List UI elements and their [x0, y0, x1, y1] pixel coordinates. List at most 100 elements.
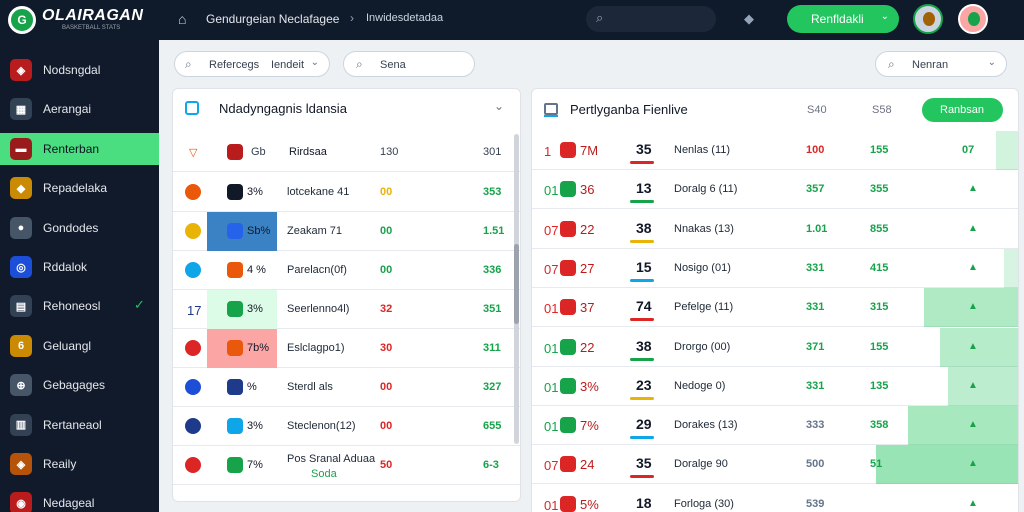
table-row[interactable]: 07 22 38 Nnakas (13) 1.01 855 ▲ [532, 210, 1018, 249]
table-row[interactable]: 01 7% 29 Dorakes (13) 333 358 ▲ [532, 406, 1018, 446]
heat-cell [924, 288, 1018, 328]
breadcrumb-secondary[interactable]: Inwidesdetadaa [366, 12, 444, 24]
table-row[interactable]: 01 36 13 Doralg 6 (11) 357 355 ▲ [532, 170, 1018, 210]
logo-icon[interactable]: G [8, 6, 36, 34]
header-col-4[interactable]: 301 [483, 146, 502, 158]
heat-cell [996, 131, 1018, 170]
row-player-name[interactable]: Forloga (30) [674, 497, 734, 510]
right-panel-title: Pertlyganba Fienlive [570, 102, 688, 117]
table-row[interactable]: 7b% Eslclagpo1) 30 311 [173, 329, 520, 368]
row-player-name[interactable]: Pefelge (11) [674, 301, 734, 314]
row-rank: 01 [544, 497, 559, 512]
header-col-1[interactable]: Gb [251, 146, 266, 158]
row-name[interactable]: Steclenon(12) [287, 420, 356, 432]
sidebar-item[interactable]: ◈ Nodsngdal [0, 54, 159, 86]
table-row[interactable]: % Sterdl als 00 327 [173, 368, 520, 407]
sidebar-item[interactable]: ◎ Rddalok [0, 251, 159, 283]
notification-icon[interactable]: ◆ [744, 11, 754, 26]
table-row[interactable]: 07 27 15 Nosigo (01) 331 415 ▲ [532, 248, 1018, 288]
sidebar-item[interactable]: ⊕ Gebagages [0, 369, 159, 401]
primary-action-button[interactable]: Renfldakli ⌄ [787, 5, 899, 33]
header-col-3[interactable]: 130 [380, 146, 399, 158]
table-row[interactable]: 17 3% Seerlenno4l) 32 351 [173, 290, 520, 329]
row-name[interactable]: Sterdl als [287, 381, 333, 393]
table-row[interactable]: 7% Pos Sranal Aduaa Soda 50 6-3 [173, 446, 520, 485]
team-icon [227, 144, 243, 160]
table-row[interactable]: 07 24 35 Doralge 90 500 51 ▲ [532, 445, 1018, 485]
table-row[interactable]: 3% lotcekane 41 00 353 [173, 173, 520, 212]
row-rank: 01 [544, 340, 559, 356]
sidebar-item[interactable]: ▥ Rertaneaol [0, 409, 159, 441]
breadcrumb-primary[interactable]: Gendurgeian Neclafagee [206, 12, 340, 26]
sidebar-item[interactable]: ◉ Nedageal [0, 487, 159, 512]
top-search-input[interactable]: ⌕ [586, 6, 716, 32]
table-row[interactable]: 4 % Parelacn(0f) 00 336 [173, 251, 520, 290]
row-value-2: 358 [870, 419, 889, 432]
filter-label: Refercegs [209, 59, 260, 71]
ranking-button[interactable]: Ranbsan [922, 98, 1003, 122]
player-badge-icon [227, 379, 243, 395]
right-search-text: Nenran [912, 59, 949, 71]
sidebar-item[interactable]: ◈ Reaily [0, 448, 159, 480]
sidebar-item[interactable]: ◆ Repadelaka [0, 172, 159, 204]
table-row[interactable]: 01 22 38 Drorgo (00) 371 155 ▲ [532, 327, 1018, 367]
shield-icon: ◈ [10, 59, 32, 81]
team-color-bar [630, 436, 654, 440]
team-color-bar [630, 357, 654, 361]
table-row[interactable]: 01 37 74 Pefelge (11) 331 315 ▲ [532, 288, 1018, 328]
row-player-name[interactable]: Nenlas (11) [674, 144, 731, 156]
ball-icon: ⊕ [10, 374, 32, 397]
user-avatar[interactable] [913, 4, 943, 34]
table-row[interactable]: 3% Steclenon(12) 00 655 [173, 407, 520, 446]
sidebar-item[interactable]: ● Gondodes [0, 212, 159, 244]
table-row[interactable]: 1 7M 35 Nenlas (11) 100 155 07 [532, 131, 1018, 170]
row-player-name[interactable]: Nedoge 0) [674, 379, 726, 392]
table-row[interactable]: 01 3% 23 Nedoge 0) 331 135 ▲ [532, 366, 1018, 406]
right-header-col-2[interactable]: S58 [872, 104, 892, 116]
chevron-down-icon[interactable]: ⌄ [493, 99, 504, 113]
arrow-up-icon: ▲ [968, 458, 978, 470]
row-name[interactable]: Parelacn(0f) [287, 264, 347, 276]
panel-icon [185, 101, 199, 115]
row-value-2: 353 [483, 186, 502, 198]
row-code: 7b% [247, 342, 270, 354]
right-search-input[interactable]: ⌕ Nenran ⌄ [875, 51, 1007, 77]
row-player-name[interactable]: Dorakes (13) [674, 419, 738, 432]
brand-subtitle: BASKETBALL STATS [62, 25, 121, 31]
team-avatar[interactable] [958, 4, 988, 34]
row-name[interactable]: lotcekane 41 [287, 186, 350, 198]
row-player-name[interactable]: Drorgo (00) [674, 340, 731, 353]
header-col-2[interactable]: Rirdsaa [289, 146, 327, 158]
sidebar-item[interactable]: ▤ Rehoneosl ✓ [0, 290, 159, 322]
row-tag: 5% [580, 496, 599, 512]
row-code: Sb% [247, 225, 271, 237]
right-header-col-1[interactable]: S40 [807, 104, 827, 116]
row-player-name[interactable]: Nnakas (13) [674, 222, 734, 235]
search-input[interactable]: ⌕ Sena [343, 51, 475, 77]
row-name[interactable]: Zeakam 71 [287, 225, 343, 237]
row-value-2: 655 [483, 420, 502, 432]
row-tag: 36 [580, 182, 595, 198]
sidebar-item-label: Gebagages [43, 378, 106, 393]
player-badge-icon [227, 340, 243, 356]
row-player-name[interactable]: Doralg 6 (11) [674, 183, 738, 196]
arrow-up-icon: ▲ [968, 261, 978, 273]
left-scrollbar[interactable] [514, 134, 519, 444]
team-crest-icon [560, 417, 576, 434]
row-name[interactable]: Seerlenno4l) [287, 303, 350, 315]
table-row[interactable]: Sb% Zeakam 71 00 1.51 [173, 212, 520, 251]
row-name[interactable]: Pos Sranal Aduaa [287, 453, 376, 465]
filter-select[interactable]: ⌕ Refercegs Iendeit ⌄ [174, 51, 330, 77]
sidebar-item[interactable]: ▬ Renterban [0, 132, 159, 165]
sidebar-item[interactable]: ▦ Aerangai [0, 93, 159, 125]
home-icon[interactable]: ⌂ [178, 11, 187, 27]
team-color-bar [630, 318, 654, 322]
row-player-name[interactable]: Doralge 90 [674, 458, 728, 471]
sidebar-item-label: Nodsngdal [43, 63, 101, 77]
row-player-name[interactable]: Nosigo (01) [674, 261, 731, 274]
row-name[interactable]: Eslclagpo1) [287, 342, 345, 354]
sidebar-item[interactable]: 6 Geluangl [0, 330, 159, 362]
scroll-thumb[interactable] [514, 244, 519, 324]
table-row[interactable]: 01 5% 18 Forloga (30) 539 ▲ [532, 485, 1018, 512]
team-logo-icon [185, 457, 201, 473]
